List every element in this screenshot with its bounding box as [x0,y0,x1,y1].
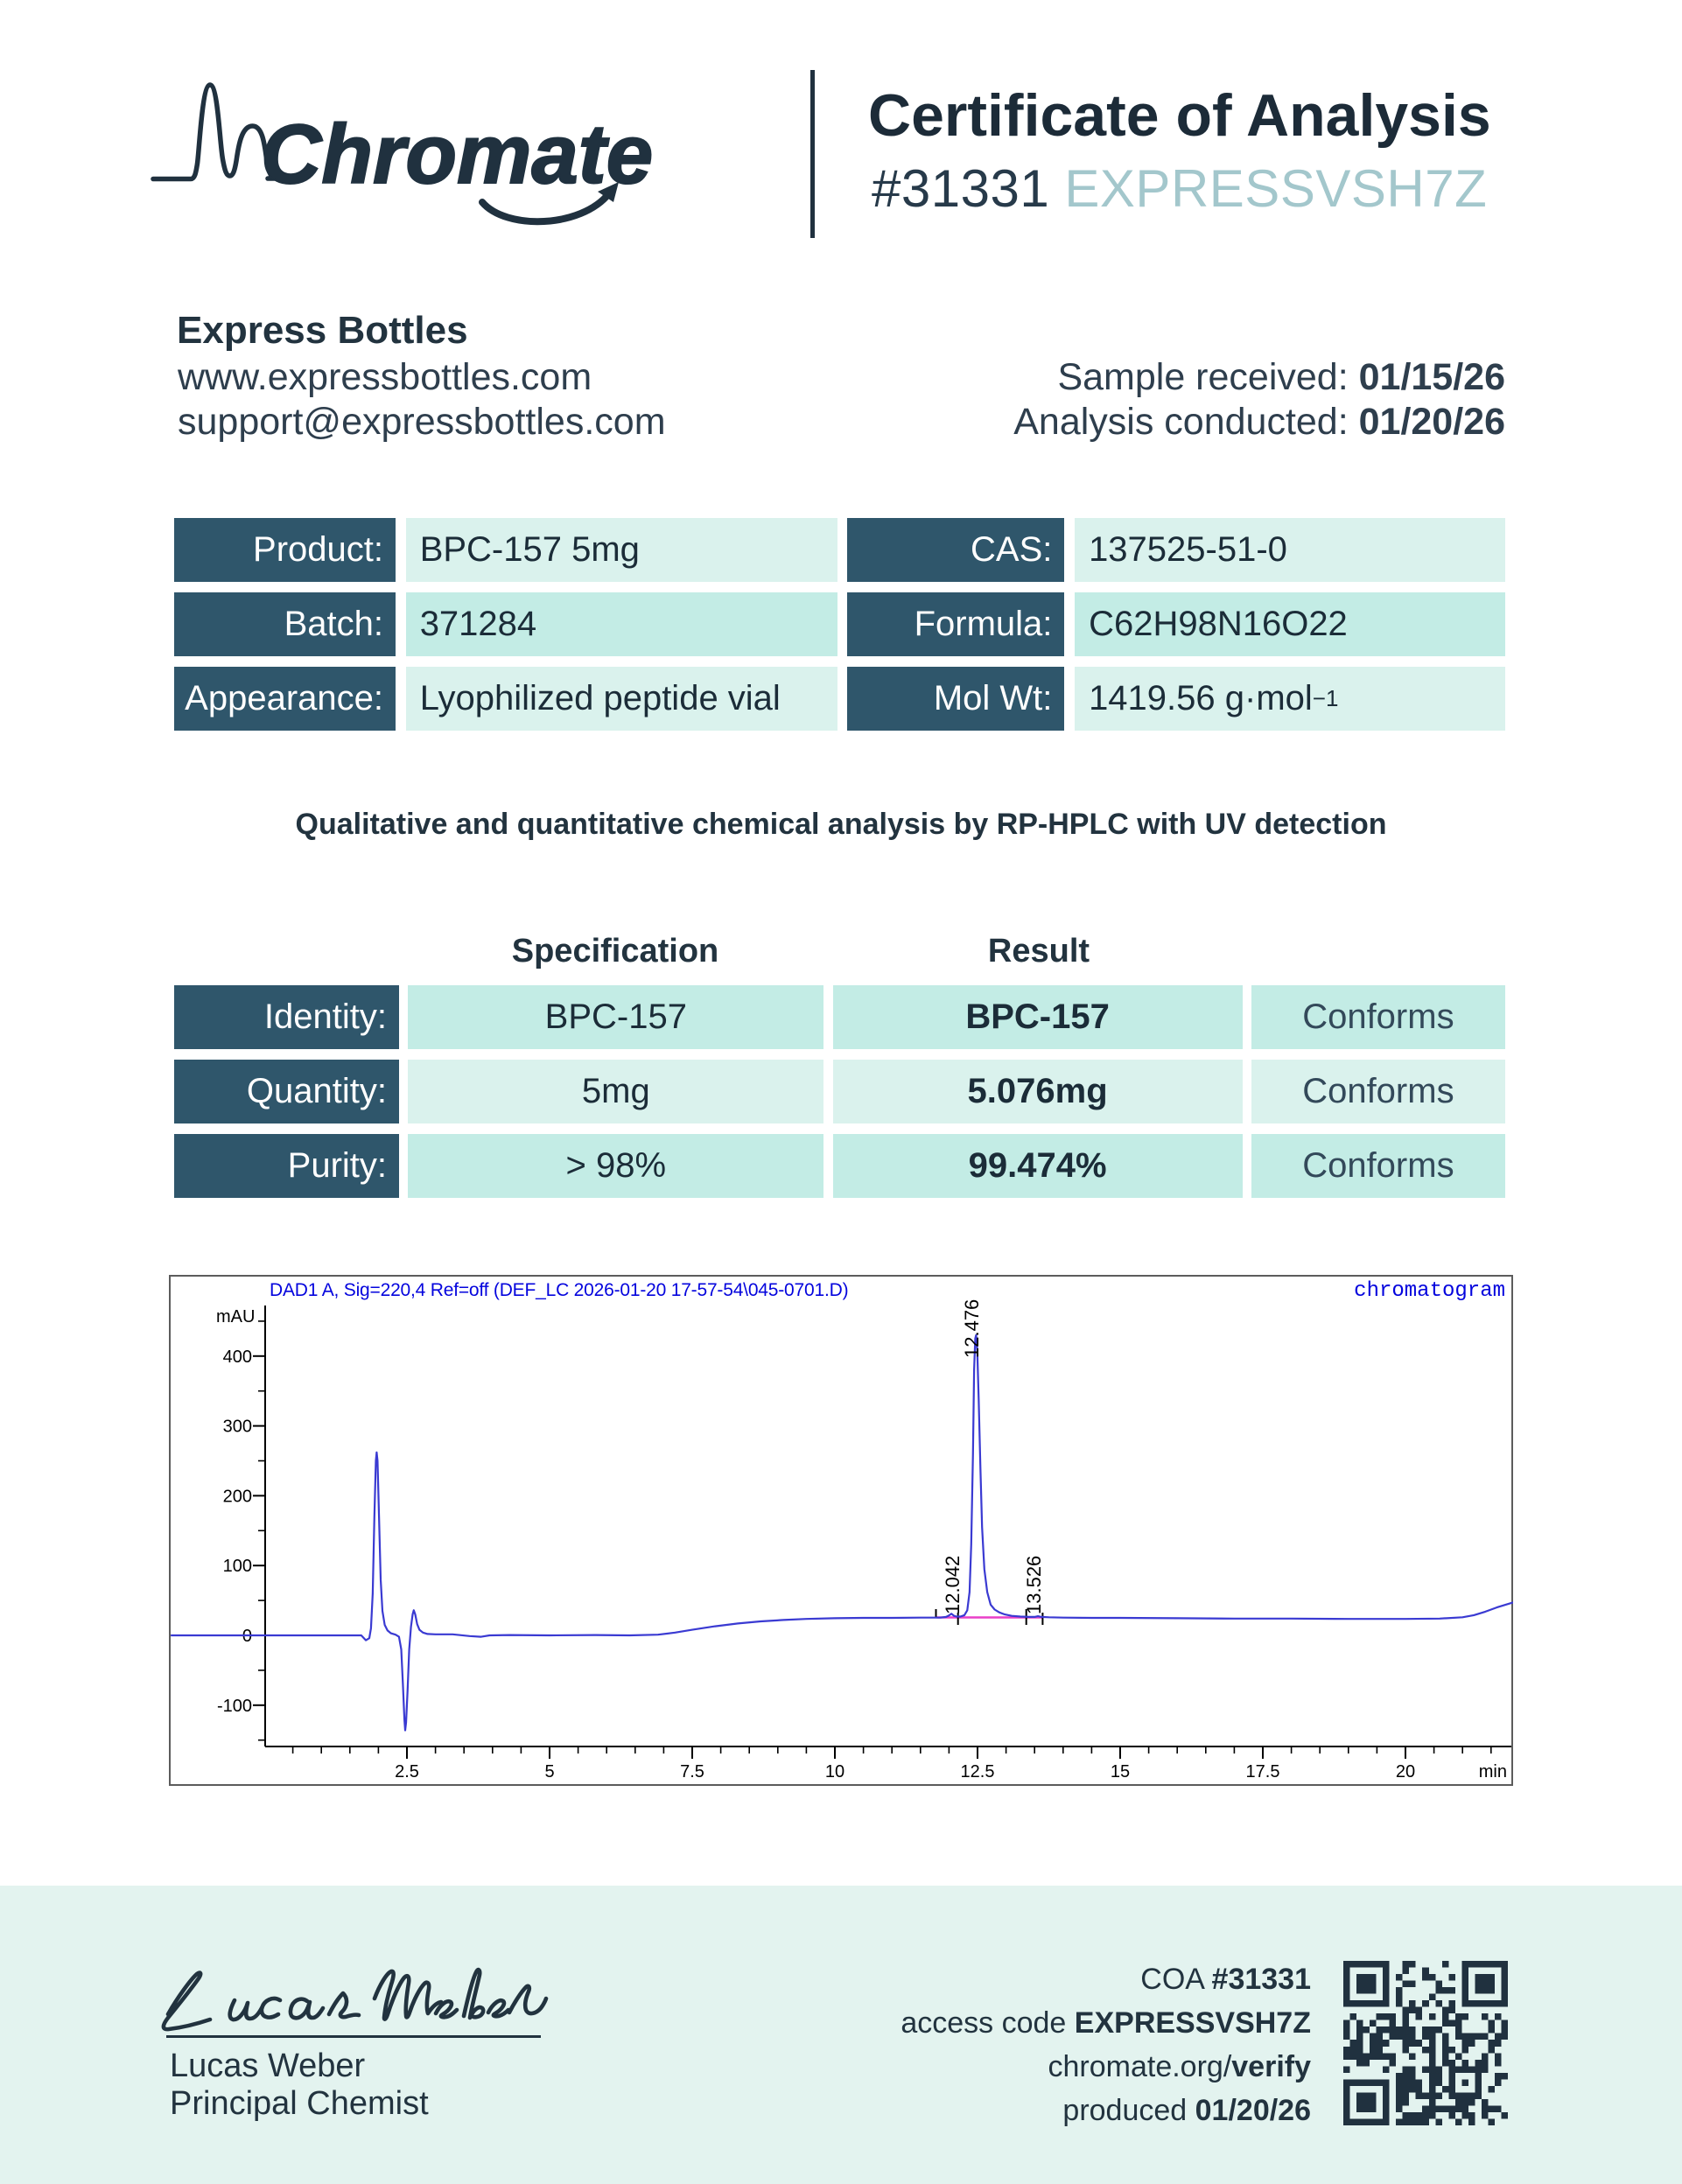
svg-text:chromatogram: chromatogram [1354,1279,1505,1303]
svg-text:12.042: 12.042 [942,1556,964,1614]
svg-text:DAD1 A, Sig=220,4 Ref=off (DEF: DAD1 A, Sig=220,4 Ref=off (DEF_LC 2026-0… [270,1280,848,1300]
svg-text:300: 300 [223,1418,252,1437]
svg-text:13.526: 13.526 [1023,1556,1045,1614]
svg-text:12.476: 12.476 [961,1299,983,1358]
svg-text:15: 15 [1111,1762,1130,1782]
svg-text:-100: -100 [217,1697,252,1716]
svg-text:10: 10 [825,1762,845,1782]
svg-text:7.5: 7.5 [680,1762,704,1782]
svg-text:12.5: 12.5 [961,1762,995,1782]
svg-text:5: 5 [544,1762,554,1782]
svg-text:400: 400 [223,1348,252,1367]
svg-text:100: 100 [223,1557,252,1576]
svg-text:mAU: mAU [216,1307,255,1326]
svg-text:17.5: 17.5 [1246,1762,1280,1782]
svg-text:20: 20 [1396,1762,1415,1782]
svg-text:min: min [1479,1762,1507,1782]
svg-text:200: 200 [223,1487,252,1506]
svg-text:2.5: 2.5 [395,1762,419,1782]
svg-text:Chromate: Chromate [261,108,653,201]
